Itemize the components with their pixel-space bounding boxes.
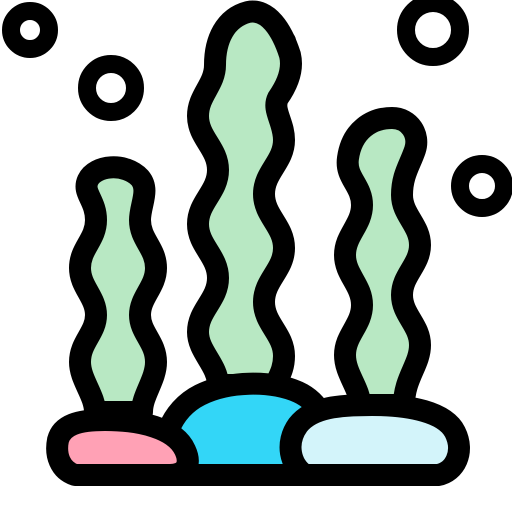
- rock-pink: [46, 409, 199, 486]
- bubble-top-left: [2, 2, 58, 58]
- seaweed-right: [334, 107, 431, 416]
- seaweed-tip-dot: [276, 31, 296, 51]
- bubble-mid-left: [78, 55, 144, 121]
- rock-pale: [279, 394, 470, 486]
- seaweed-strands: [69, 0, 431, 423]
- seaweed-left: [69, 156, 167, 423]
- rocks: [46, 372, 470, 486]
- bubble-top-right: [397, 0, 469, 66]
- bubble-mid-right: [451, 155, 512, 217]
- seaweed-center: [187, 0, 302, 396]
- bubbles: [2, 0, 512, 217]
